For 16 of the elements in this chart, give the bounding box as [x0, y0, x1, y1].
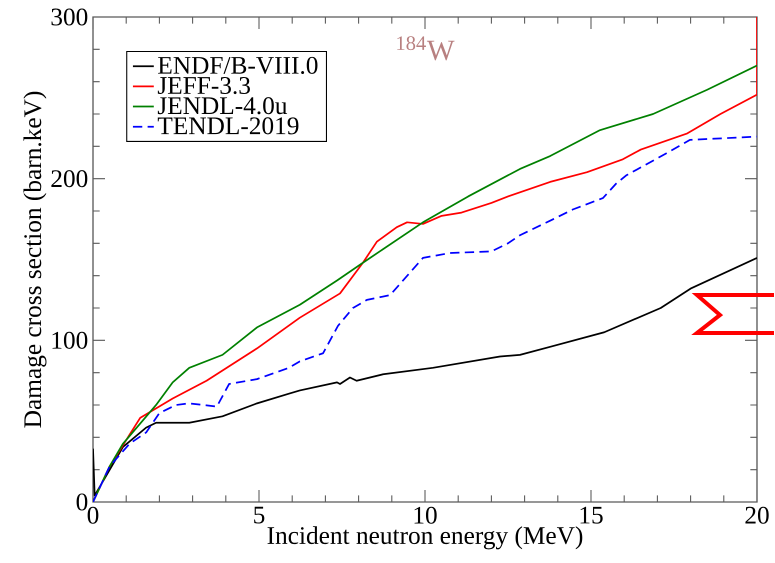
x-axis-title: Incident neutron energy (MeV): [268, 526, 582, 550]
y-tick-label: 100: [52, 332, 88, 349]
y-tick-label: 300: [52, 8, 88, 26]
y-tick-label: 200: [51, 170, 88, 188]
y-tick-label: 0: [76, 493, 88, 511]
x-tick-label: 20: [745, 506, 769, 524]
x-tick-label: 5: [254, 506, 264, 524]
legend-label: TENDL-2019: [158, 117, 298, 134]
x-tick-label: 15: [580, 506, 603, 524]
legend-label: JENDL-4.0u: [158, 97, 288, 114]
x-tick-label: 10: [414, 506, 437, 524]
x-tick-label: 0: [88, 506, 98, 524]
legend-label: ENDF/B-VIII.0: [158, 56, 318, 74]
annotation: $^{184}$W: [397, 36, 455, 60]
legend-label: JEFF-3.3: [158, 76, 250, 94]
y-axis-title: Damage cross section (barn.keV): [23, 92, 46, 428]
